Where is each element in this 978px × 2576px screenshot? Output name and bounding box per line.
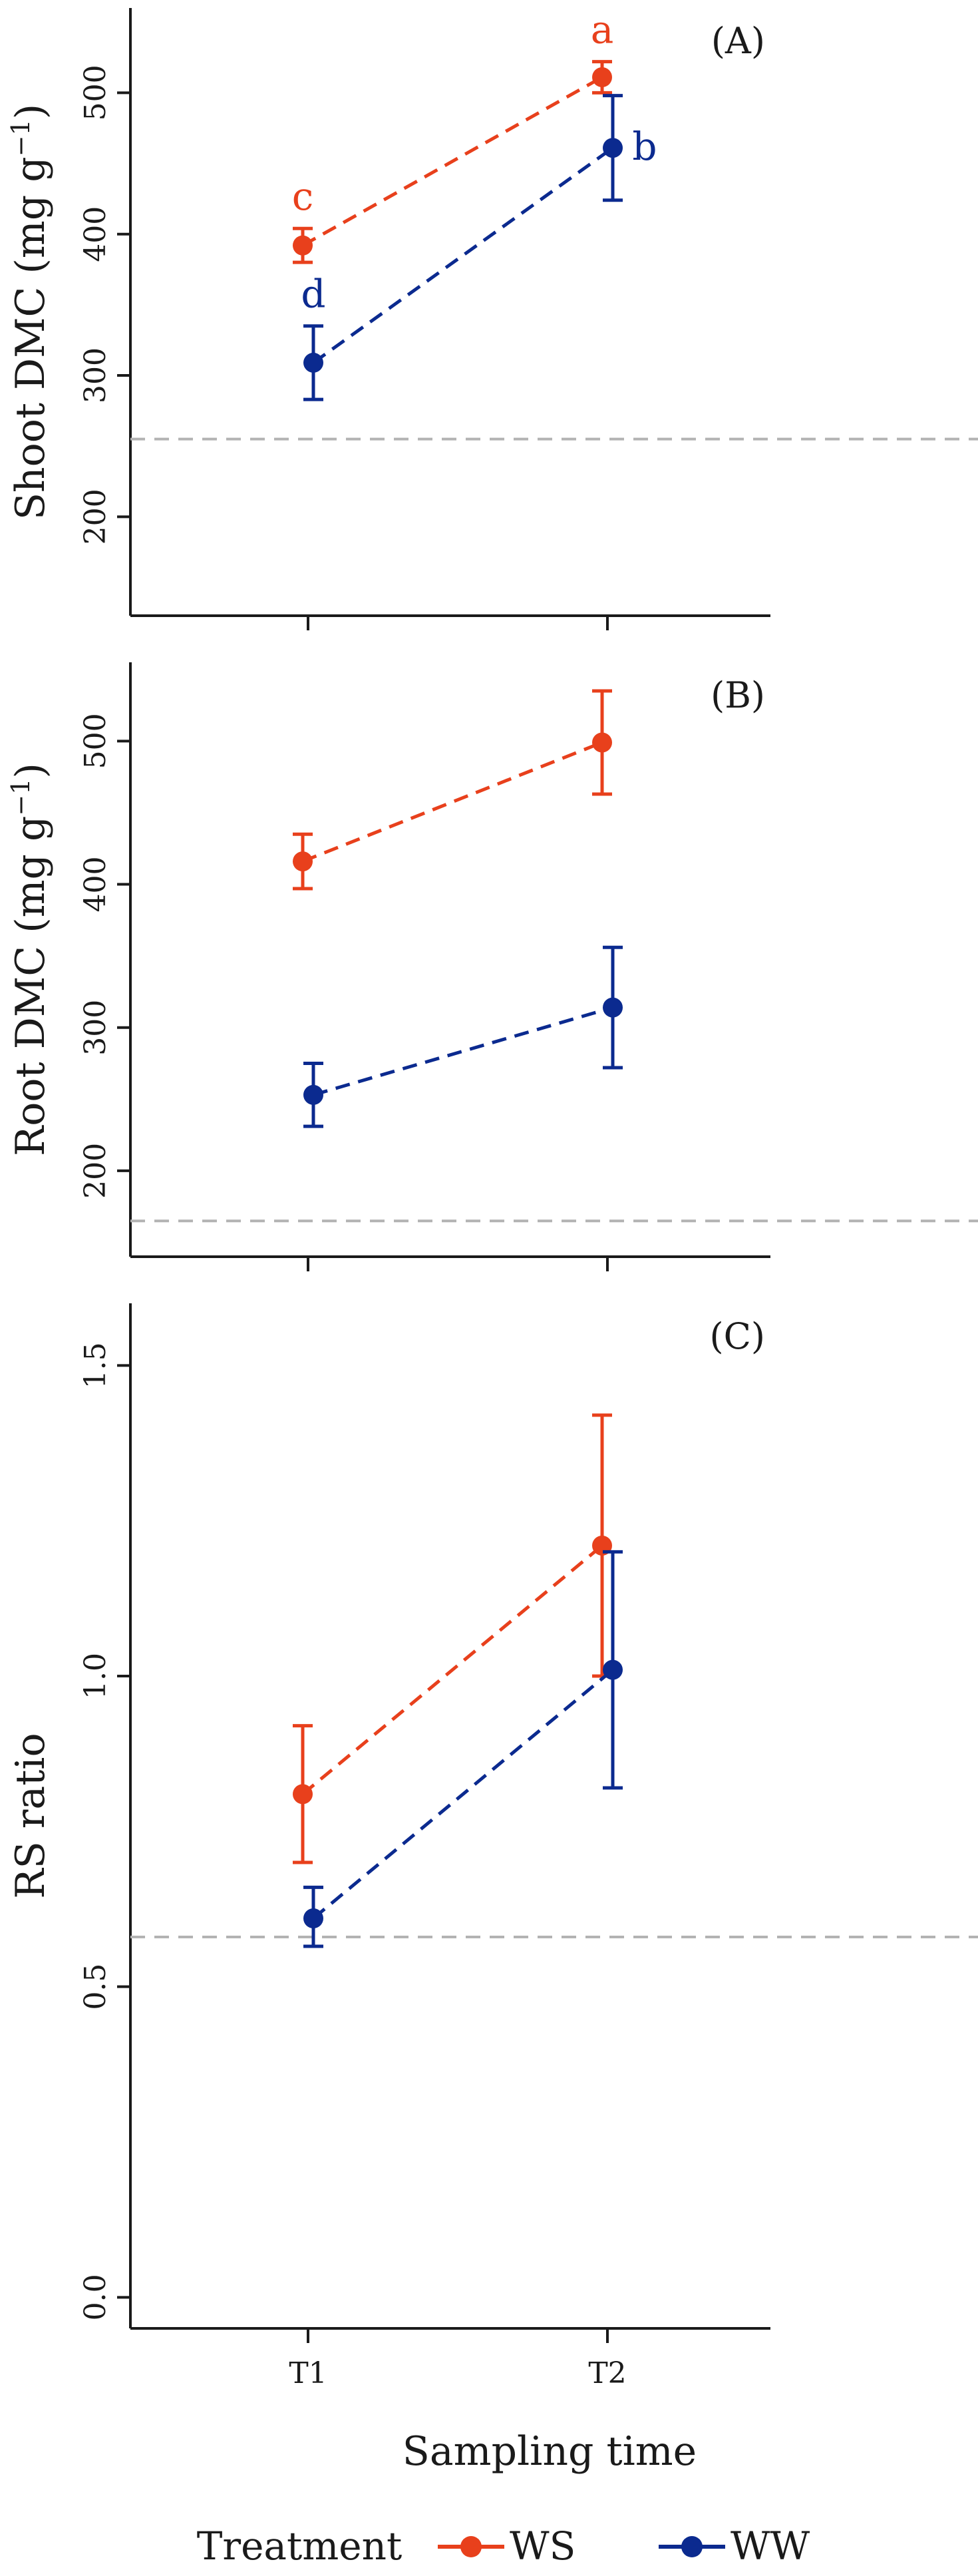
series-line-ww [312, 1668, 614, 1920]
panel-label: (B) [711, 674, 765, 716]
y-tick-label: 200 [79, 1143, 112, 1199]
data-point-ww [603, 997, 623, 1018]
significance-letter: c [292, 174, 313, 219]
data-point-ws [293, 851, 313, 872]
y-tick-label: 200 [79, 489, 112, 544]
panel-label: (A) [711, 20, 765, 62]
series-line-ws [302, 741, 603, 863]
data-point-ww [303, 1908, 323, 1928]
y-tick-label: 400 [79, 206, 112, 262]
y-axis-title-main: Shoot DMC (mg g [7, 156, 54, 520]
legend-label-ws: WS [510, 2523, 575, 2569]
data-point-ws [592, 732, 612, 753]
y-tick-label: 0.5 [79, 1964, 112, 2010]
y-axis-title-superscript: −1 [6, 779, 35, 816]
y-tick-label: 1.0 [79, 1653, 112, 1699]
y-axis-title: Root DMC (mg g−1) [6, 763, 54, 1156]
y-axis-title-close: ) [7, 104, 54, 119]
series-line-ws [301, 75, 603, 247]
panel-label: (C) [710, 1315, 765, 1357]
significance-letter: b [632, 124, 657, 169]
x-tick-label: T2 [588, 2356, 626, 2390]
data-point-ws [293, 235, 313, 256]
y-tick-label: 1.5 [79, 1342, 112, 1389]
x-axis-title: Sampling time [403, 2428, 697, 2475]
legend: Treatment WS WW [197, 2523, 810, 2569]
legend-marker-ws [460, 2536, 482, 2557]
y-tick-label: 400 [79, 857, 112, 913]
panel-A: 200 300 400 500 Shoot DMC (mg g−1) (A) c a d b [6, 7, 978, 630]
panel-B: 200 300 400 500 Root DMC (mg g−1) (B) [6, 662, 978, 1271]
significance-letter: a [591, 7, 614, 53]
y-axis-title-main: Root DMC (mg g [7, 816, 54, 1156]
panel-C: 0.0 0.5 1.0 1.5 RS ratio (C) [7, 1303, 978, 2343]
y-axis-title-main: RS ratio [7, 1733, 54, 1898]
y-axis-title-superscript: −1 [6, 119, 35, 156]
y-tick-label: 300 [79, 1000, 112, 1056]
y-tick-label: 0.0 [79, 2274, 112, 2320]
y-axis-title: RS ratio [7, 1733, 54, 1898]
x-tick-label: T1 [289, 2356, 327, 2390]
y-axis-title: Shoot DMC (mg g−1) [6, 104, 54, 520]
data-point-ww [603, 138, 623, 158]
y-tick-label: 500 [79, 65, 112, 120]
data-point-ww [303, 1084, 323, 1105]
legend-label-ww: WW [731, 2523, 810, 2569]
legend-title: Treatment [197, 2523, 403, 2569]
data-point-ws [293, 1784, 313, 1805]
y-tick-label: 300 [79, 347, 112, 403]
legend-entries: WS WW [438, 2523, 810, 2569]
series-line-ww [313, 1006, 613, 1097]
significance-letter: d [301, 272, 325, 317]
data-point-ww [603, 1659, 623, 1680]
y-axis-title-close: ) [7, 763, 54, 778]
data-point-ws [592, 67, 612, 88]
y-tick-label: 500 [79, 713, 112, 769]
legend-marker-ww [681, 2536, 703, 2557]
series-line-ww [312, 146, 614, 364]
data-point-ww [303, 352, 323, 373]
series-line-ws [301, 1544, 603, 1796]
